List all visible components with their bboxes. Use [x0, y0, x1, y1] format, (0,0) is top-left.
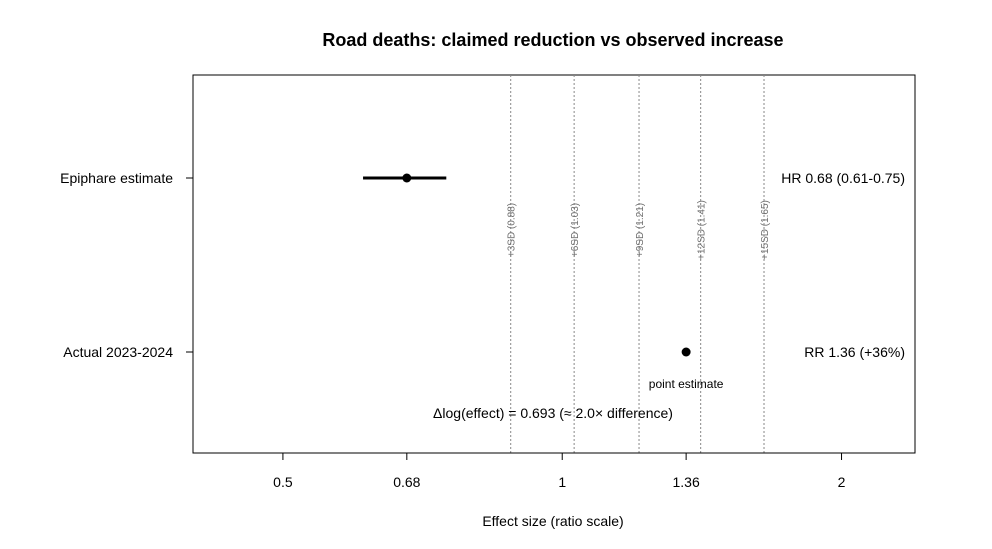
- reference-line-label: +6SD (1.03): [570, 203, 581, 257]
- row-value-label: HR 0.68 (0.61-0.75): [781, 170, 905, 186]
- x-axis-tick-label: 0.5: [273, 474, 293, 490]
- x-axis-label: Effect size (ratio scale): [482, 513, 623, 529]
- point-note: point estimate: [649, 377, 724, 391]
- x-axis-tick-label: 1: [558, 474, 566, 490]
- reference-line-label: +9SD (1.21): [635, 203, 646, 257]
- x-axis-tick-label: 0.68: [393, 474, 420, 490]
- point-estimate: [402, 173, 412, 183]
- difference-annotation: Δlog(effect) = 0.693 (≈ 2.0× difference): [433, 405, 673, 421]
- y-axis-label: Epiphare estimate: [60, 170, 173, 186]
- point-estimate: [681, 347, 691, 357]
- rows: Epiphare estimate HR 0.68 (0.61-0.75) Actu…: [60, 170, 905, 391]
- row-value-label: RR 1.36 (+36%): [804, 344, 905, 360]
- reference-line-label: +15SD (1.65): [760, 200, 771, 260]
- x-axis-tick-label: 2: [838, 474, 846, 490]
- plot-frame: [192, 74, 916, 454]
- chart-title: Road deaths: claimed reduction vs observ…: [322, 30, 783, 50]
- reference-line-label: +12SD (1.41): [697, 200, 708, 260]
- reference-line-label: +3SD (0.88): [507, 203, 518, 257]
- x-axis-tick-label: 1.36: [673, 474, 700, 490]
- y-axis-label: Actual 2023-2024: [63, 344, 173, 360]
- x-axis: 0.5 0.68 1 1.36 2: [273, 452, 846, 490]
- reference-lines: +3SD (0.88) +6SD (1.03) +9SD (1.21) +12SD (…: [507, 75, 771, 453]
